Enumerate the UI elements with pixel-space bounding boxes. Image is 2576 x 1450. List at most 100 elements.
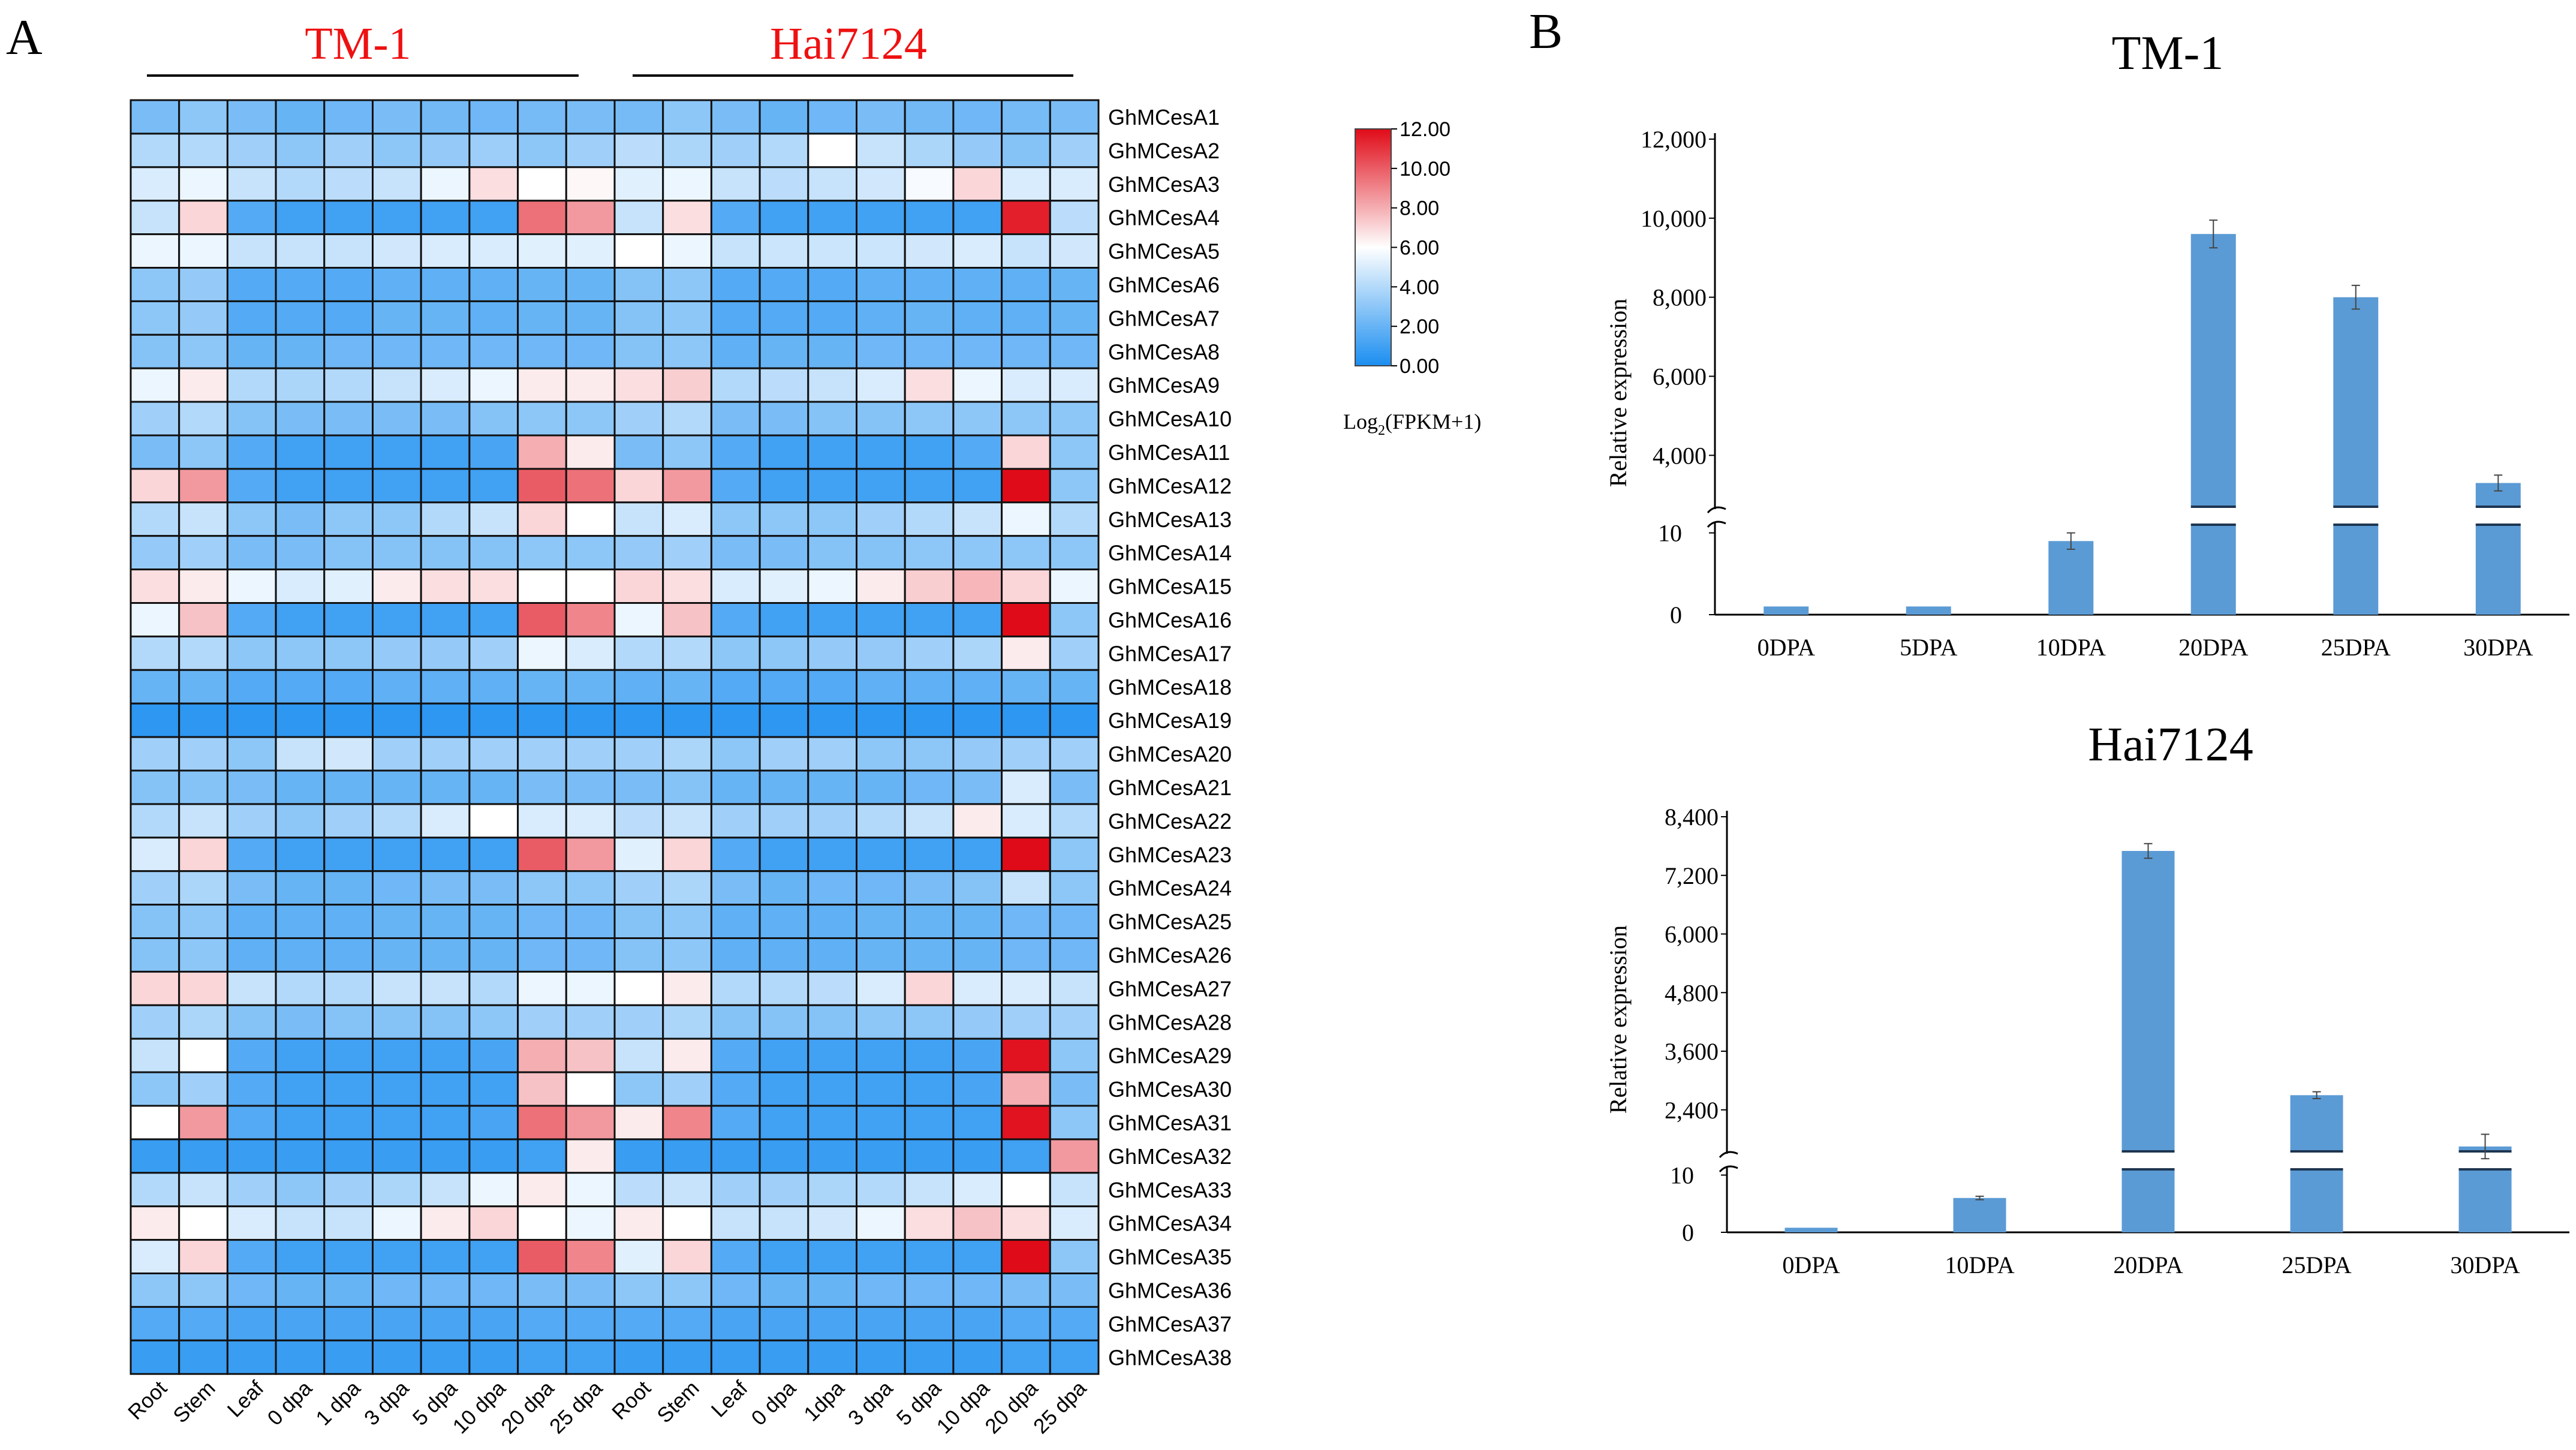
heatmap-cell [1049,635,1100,671]
heatmap-cell [952,937,1003,973]
heatmap-cell [130,1004,180,1040]
heatmap-cell [1001,568,1051,604]
heatmap-cell [323,937,374,973]
heatmap-cell [613,434,664,470]
heatmap-cell [323,434,374,470]
heatmap-cell [372,535,422,571]
heatmap-cell [710,1339,761,1375]
heatmap-cell [178,568,228,604]
heatmap-cell [807,837,858,873]
heatmap-cell [1001,300,1051,336]
heatmap-cell [710,1071,761,1107]
heatmap-cell [420,468,471,504]
heatmap-cell [130,300,180,336]
heatmap-cell [565,1339,616,1375]
x-tick-label: 30DPA [2450,1252,2520,1278]
heatmap-cell [1049,970,1100,1006]
heatmap-cell [662,702,712,738]
bar [1784,1228,1838,1232]
heatmap-cell [178,434,228,470]
heatmap-cell [130,133,180,169]
heatmap-cell [420,803,471,839]
heatmap-cell [1001,166,1051,202]
heatmap-row-labels: GhMCesA1 GhMCesA2 GhMCesA3 GhMCesA4 GhMCesA5… [1108,105,1232,1370]
heatmap-cell [856,468,906,504]
heatmap-cell [275,267,326,302]
heatmap-cell [517,267,567,302]
heatmap-cell [1049,568,1100,604]
heatmap-cell [372,803,422,839]
heatmap-cell [420,870,471,906]
heatmap-cell [372,1305,422,1341]
heatmap-cell [904,1205,955,1241]
heatmap-cell [662,568,712,604]
heatmap-cell [807,803,858,839]
heatmap-cell [130,635,180,671]
legend-title-sub: 2 [1378,423,1385,438]
heatmap-cell [565,166,616,202]
heatmap-cell [468,1172,519,1208]
heatmap-cell [565,803,616,839]
heatmap-cell [662,769,712,805]
heatmap-cell [759,1138,809,1174]
heatmap-cell [468,1272,519,1308]
heatmap-cell [420,602,471,637]
heatmap-cell [323,1172,374,1208]
heatmap-cell [420,1037,471,1073]
heatmap-cell [372,99,422,135]
x-tick-label: 0DPA [1782,1252,1840,1278]
heatmap-cell [178,367,228,403]
heatmap-cell [904,535,955,571]
x-tick-label: 25DPA [2321,634,2391,661]
heatmap-cell [759,1037,809,1073]
heatmap-cell [226,300,277,336]
heatmap-cell [275,133,326,169]
heatmap-cell [613,333,664,369]
heatmap-cell [178,904,228,939]
heatmap-cell [904,233,955,269]
legend-ticks: 12.00 10.00 8.00 6.00 4.00 2.00 0.00 [1391,118,1450,378]
heatmap-cell [1049,937,1100,973]
heatmap-cell [952,200,1003,236]
heatmap-column-label: Root [607,1376,655,1424]
heatmap-cell [662,333,712,369]
heatmap-cell [1049,769,1100,805]
heatmap-row-label: GhMCesA30 [1108,1077,1232,1102]
heatmap-cell [372,769,422,805]
heatmap-cell [420,970,471,1006]
heatmap-cell [710,333,761,369]
heatmap-cell [130,267,180,302]
legend-tick-label: 2.00 [1400,315,1439,338]
heatmap-cell [710,1037,761,1073]
heatmap-cell [275,300,326,336]
heatmap-cell [1049,1339,1100,1375]
heatmap-cell [807,568,858,604]
heatmap-cell [1049,1138,1100,1174]
heatmap-cell [517,233,567,269]
heatmap-cell [517,1071,567,1107]
heatmap-cell [372,568,422,604]
heatmap-cell [372,1272,422,1308]
heatmap-cell [565,300,616,336]
heatmap-row-label: GhMCesA8 [1108,339,1220,364]
heatmap-cell [662,669,712,705]
heatmap-cell [1001,937,1051,973]
heatmap-cell [904,401,955,437]
heatmap-cell [420,568,471,604]
heatmap-cell [1001,635,1051,671]
bar-lower-segment [2475,525,2521,615]
heatmap-cell [662,1105,712,1141]
heatmap-cell [1001,1172,1051,1208]
heatmap-cell [323,1272,374,1308]
heatmap-cell [226,1172,277,1208]
heatmap-cell [1001,200,1051,236]
heatmap-cell [662,1339,712,1375]
heatmap-row-label: GhMCesA37 [1108,1311,1232,1336]
heatmap-cell [759,635,809,671]
heatmap-cell [178,635,228,671]
heatmap-cell [662,1272,712,1308]
heatmap-cell [1001,1138,1051,1174]
bar-chart-hai7124: Hai7124 Relative expression 2,400 3,600 4,80… [1605,718,2569,1278]
heatmap-cell [372,837,422,873]
heatmap-cell [904,1138,955,1174]
